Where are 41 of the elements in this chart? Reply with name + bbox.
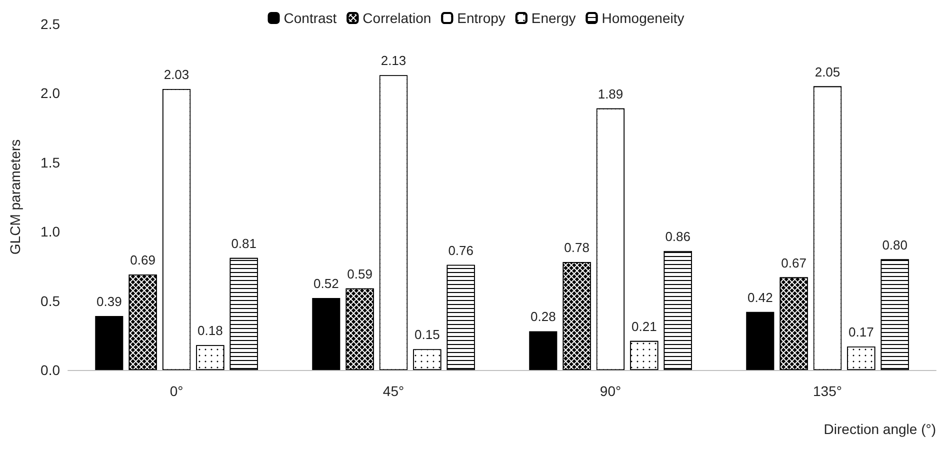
data-label: 2.05 <box>814 64 840 80</box>
data-label: 2.13 <box>380 53 406 68</box>
data-label: 0.81 <box>231 236 256 251</box>
data-label: 0.39 <box>96 294 122 310</box>
y-tick-label: 0.5 <box>40 292 60 309</box>
bar <box>746 312 774 370</box>
data-label: 0.69 <box>130 252 156 268</box>
data-label: 0.52 <box>314 276 339 292</box>
data-label: 0.86 <box>665 228 690 244</box>
data-label: 2.03 <box>164 67 190 82</box>
data-label: 0.28 <box>530 309 556 324</box>
bar <box>529 331 558 370</box>
legend-label: Entropy <box>457 10 506 26</box>
y-tick-label: 0.0 <box>40 362 60 378</box>
y-tick-label: 1.0 <box>40 224 60 240</box>
data-label: 0.21 <box>632 318 657 334</box>
data-label: 0.78 <box>564 240 590 256</box>
x-tick-label: 135° <box>813 383 842 399</box>
data-label: 0.76 <box>448 242 474 258</box>
data-label: 0.80 <box>882 237 908 252</box>
y-tick-label: 1.5 <box>40 154 60 170</box>
x-axis-title: Direction angle (°) <box>824 421 936 437</box>
y-axis-title: GLCM parameters <box>7 139 23 255</box>
data-label: 0.15 <box>414 327 440 342</box>
x-tick-label: 0° <box>170 383 184 399</box>
bar <box>312 298 340 370</box>
data-label: 0.59 <box>347 266 372 282</box>
legend-label: Correlation <box>362 10 432 26</box>
data-label: 0.42 <box>748 290 773 305</box>
data-label: 0.18 <box>198 323 223 338</box>
y-tick-label: 2.5 <box>40 16 60 32</box>
bar <box>95 316 124 370</box>
data-label: 0.17 <box>848 324 874 340</box>
x-tick-label: 45° <box>382 383 404 399</box>
x-tick-label: 90° <box>600 383 622 399</box>
legend-label: Energy <box>531 10 576 26</box>
data-label: 0.67 <box>781 255 806 270</box>
legend-label: Homogeneity <box>602 10 684 26</box>
data-label: 1.89 <box>598 86 624 102</box>
legend-label: Contrast <box>284 10 337 26</box>
y-tick-label: 2.0 <box>40 85 60 102</box>
